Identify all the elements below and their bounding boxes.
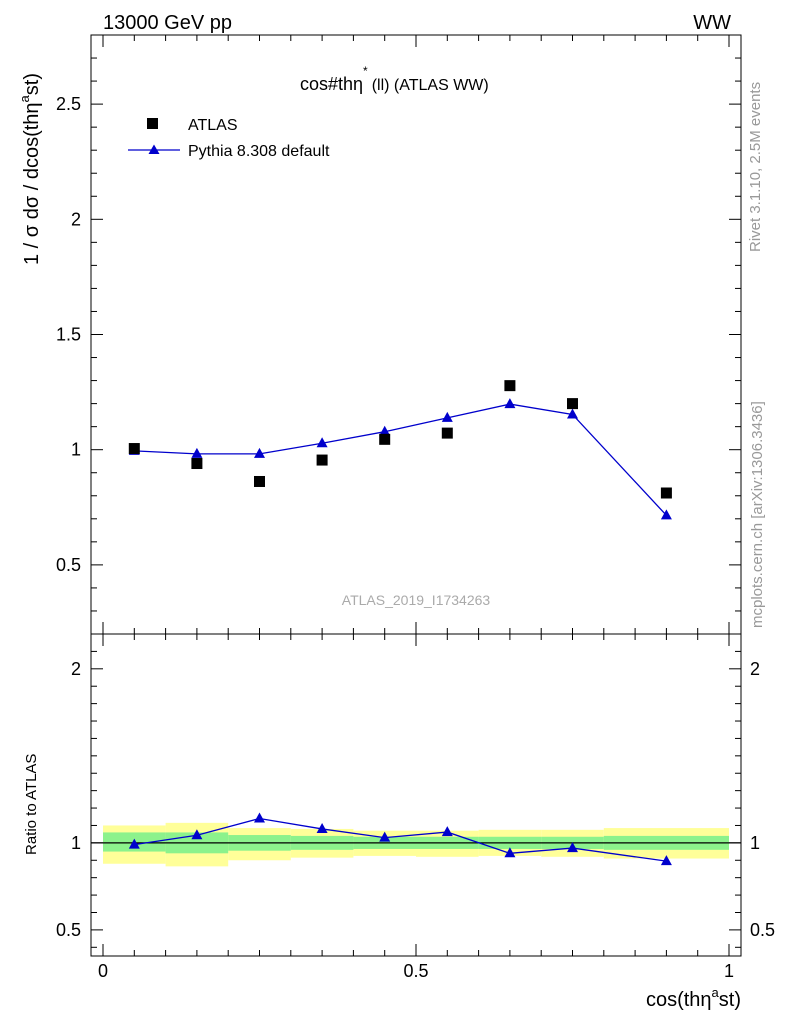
legend-pythia-marker (148, 144, 160, 154)
ratio-axis-ticks: 0.5 0.5 1 1 2 2 0 0.5 1 (56, 633, 775, 981)
atlas-point (191, 458, 203, 470)
ratio-y-tick-label: 1 (71, 833, 81, 853)
main-axis-ticks: 0.5 1 1.5 2 2.5 (56, 34, 741, 635)
x-axis-label: cos(thηast) (646, 985, 741, 1011)
main-y-tick-label: 0.5 (56, 555, 81, 575)
atlas-point (660, 487, 672, 499)
main-y-axis-label-tail: st) (21, 73, 43, 95)
x-tick-label: 1 (724, 961, 734, 981)
x-tick-label: 0 (98, 961, 108, 981)
ratio-pythia-point (504, 847, 516, 858)
atlas-point (567, 398, 578, 410)
main-y-tick-label: 2 (71, 209, 81, 229)
header-energy-label: 13000 GeV pp (103, 12, 232, 34)
ratio-pythia-point (567, 842, 578, 853)
pythia-point (191, 447, 203, 458)
header-process-label: WW (693, 12, 731, 34)
ratio-pythia-point (254, 812, 265, 823)
title-main-text: cos#thη (300, 74, 363, 94)
ratio-plot-frame (90, 633, 742, 957)
atlas-point (128, 443, 140, 455)
rivet-version-label: Rivet 3.1.10, 2.5M events (747, 82, 764, 252)
pythia-point (254, 447, 265, 458)
main-y-axis-label-sup: a (17, 94, 32, 102)
ratio-y-tick-label-right: 2 (750, 659, 760, 679)
title-superscript: * (363, 64, 368, 78)
x-axis-label-text: cos(thη (646, 989, 712, 1011)
ratio-pythia-point (441, 826, 453, 837)
ratio-y-tick-label: 2 (71, 659, 81, 679)
ratio-y-tick-label-right: 1 (750, 833, 760, 853)
x-axis-label-sup: a (712, 985, 720, 1000)
ratio-pythia-point (191, 829, 203, 840)
ratio-y-axis-label: Ratio to ATLAS (23, 754, 40, 855)
ratio-pythia-point (128, 838, 140, 849)
ratio-series-layer (128, 812, 672, 866)
atlas-point (316, 454, 328, 466)
legend: ATLAS Pythia 8.308 default (128, 117, 330, 160)
x-tick-label: 0.5 (403, 961, 428, 981)
ratio-y-tick-label: 0.5 (56, 920, 81, 940)
main-y-tick-label: 2.5 (56, 94, 81, 114)
pythia-point (504, 398, 516, 409)
analysis-watermark: ATLAS_2019_I1734263 (342, 592, 491, 608)
pythia-point (441, 411, 453, 422)
atlas-point (379, 433, 391, 445)
main-series-layer (128, 380, 672, 520)
atlas-point (504, 380, 516, 392)
mcplots-label: mcplots.cern.ch [arXiv:1306.3436] (749, 401, 766, 628)
ratio-uncertainty-bands (91, 822, 741, 867)
pythia-point (316, 437, 328, 448)
atlas-point (254, 475, 265, 487)
main-plot-title: cos#thη* (ll) (ATLAS WW) (300, 64, 489, 94)
main-y-tick-label: 1.5 (56, 325, 81, 345)
ratio-y-tick-label-right: 0.5 (750, 920, 775, 940)
main-y-axis-label-text: 1 / σ dσ / dcos(thη (21, 102, 43, 265)
pythia-point (660, 509, 672, 520)
ratio-pythia-point (660, 855, 672, 866)
legend-atlas-marker (147, 118, 158, 129)
main-y-axis-label: 1 / σ dσ / dcos(thηast) (17, 73, 43, 265)
legend-atlas-label: ATLAS (188, 117, 238, 134)
pythia-point (379, 425, 391, 436)
pythia-line (134, 403, 667, 516)
atlas-point (441, 427, 453, 439)
legend-pythia-label: Pythia 8.308 default (188, 143, 330, 160)
pythia-point (567, 408, 578, 419)
ratio-pythia-point (379, 831, 391, 842)
x-axis-label-tail: st) (719, 989, 741, 1011)
main-y-tick-label: 1 (71, 440, 81, 460)
ratio-pythia-point (316, 822, 328, 833)
title-subscript-text: (ll) (ATLAS WW) (372, 77, 489, 94)
